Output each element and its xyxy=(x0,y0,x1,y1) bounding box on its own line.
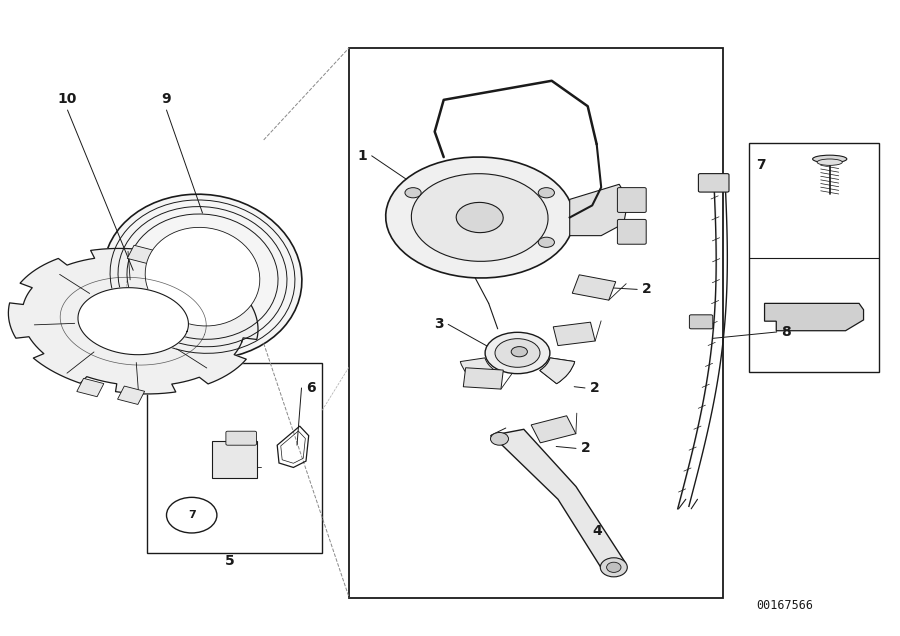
Ellipse shape xyxy=(145,227,260,326)
Polygon shape xyxy=(8,249,258,394)
FancyBboxPatch shape xyxy=(226,431,256,445)
Ellipse shape xyxy=(405,188,421,198)
Text: 00167566: 00167566 xyxy=(756,599,814,612)
Text: 3: 3 xyxy=(434,317,444,331)
Text: 7: 7 xyxy=(188,510,195,520)
Text: 5: 5 xyxy=(225,554,234,568)
Polygon shape xyxy=(572,275,616,300)
Text: 2: 2 xyxy=(590,381,599,395)
Ellipse shape xyxy=(411,174,548,261)
Text: 9: 9 xyxy=(162,92,171,106)
Text: 6: 6 xyxy=(306,381,316,395)
Circle shape xyxy=(491,432,508,445)
Wedge shape xyxy=(540,358,575,384)
Ellipse shape xyxy=(456,202,503,233)
Polygon shape xyxy=(554,322,595,345)
Ellipse shape xyxy=(386,157,573,278)
Polygon shape xyxy=(491,429,626,574)
Ellipse shape xyxy=(538,188,554,198)
Ellipse shape xyxy=(817,159,842,165)
Ellipse shape xyxy=(538,237,554,247)
Circle shape xyxy=(600,558,627,577)
Bar xyxy=(349,48,723,598)
Bar xyxy=(168,253,195,272)
Polygon shape xyxy=(531,416,576,443)
Polygon shape xyxy=(764,303,864,331)
Circle shape xyxy=(607,562,621,572)
Bar xyxy=(76,378,104,397)
Ellipse shape xyxy=(813,155,847,163)
Text: 4: 4 xyxy=(592,524,602,538)
Text: 10: 10 xyxy=(58,92,77,106)
Bar xyxy=(147,363,322,553)
FancyBboxPatch shape xyxy=(617,219,646,244)
FancyBboxPatch shape xyxy=(689,315,713,329)
Wedge shape xyxy=(540,358,575,384)
Polygon shape xyxy=(78,287,188,355)
Ellipse shape xyxy=(104,194,302,359)
Bar xyxy=(118,386,145,404)
Text: 1: 1 xyxy=(357,149,367,163)
Text: 2: 2 xyxy=(580,441,590,455)
FancyBboxPatch shape xyxy=(212,441,257,478)
Polygon shape xyxy=(570,184,628,235)
Circle shape xyxy=(166,497,217,533)
Bar xyxy=(749,143,879,372)
Polygon shape xyxy=(464,368,503,389)
Ellipse shape xyxy=(485,332,550,374)
Ellipse shape xyxy=(495,338,540,368)
Text: 2: 2 xyxy=(642,282,652,296)
Text: 7: 7 xyxy=(756,158,766,172)
FancyBboxPatch shape xyxy=(698,174,729,192)
Wedge shape xyxy=(460,358,495,384)
FancyBboxPatch shape xyxy=(617,188,646,212)
Ellipse shape xyxy=(511,347,527,357)
Text: 8: 8 xyxy=(781,325,791,339)
Bar xyxy=(127,245,154,264)
